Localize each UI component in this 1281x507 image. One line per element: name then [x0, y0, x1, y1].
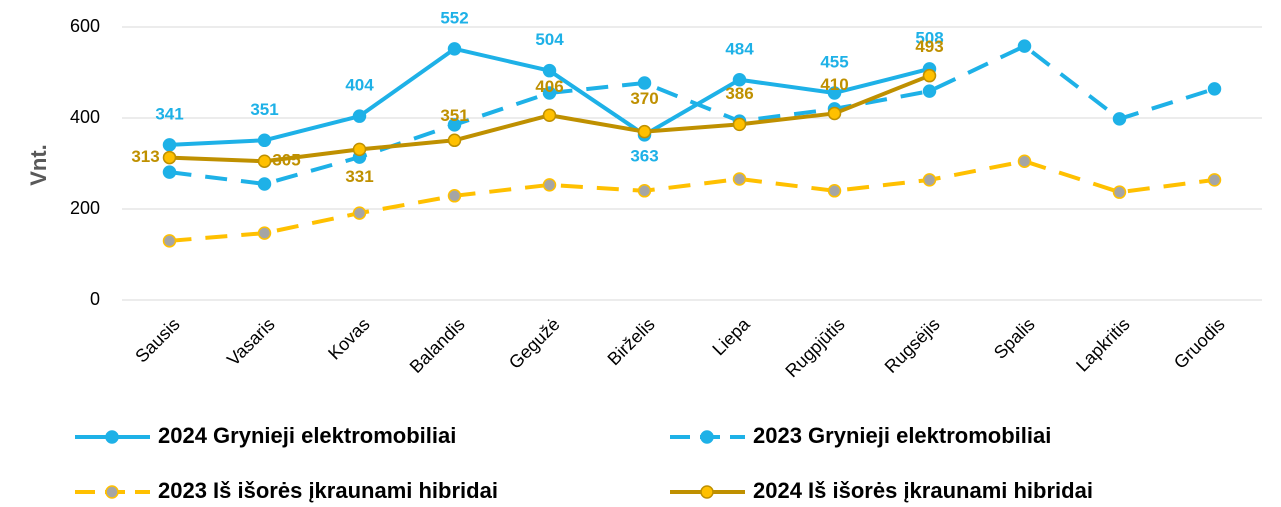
marker: [257, 154, 272, 168]
x-tick-label: Sausis: [131, 314, 183, 366]
x-tick-label: Balandis: [406, 314, 469, 377]
legend-marker: [700, 485, 714, 499]
data-label: 406: [535, 77, 563, 96]
marker: [1017, 154, 1032, 168]
marker: [542, 108, 557, 123]
y-tick-label: 400: [70, 107, 100, 127]
series-line: [169, 44, 1216, 186]
marker: [922, 173, 937, 187]
data-label: 552: [440, 8, 468, 27]
series-line: [169, 159, 1215, 243]
marker: [827, 86, 842, 100]
data-label: 508: [915, 28, 943, 47]
x-tick-label: Rugsėjis: [881, 314, 944, 377]
y-axis-label: Vnt.: [26, 144, 51, 186]
legend-label: 2024 Grynieji elektromobiliai: [158, 423, 456, 448]
data-label: 331: [345, 167, 373, 186]
data-label: 305: [272, 151, 300, 170]
y-tick-label: 200: [70, 198, 100, 218]
marker: [732, 73, 747, 87]
marker: [447, 189, 462, 203]
data-label: 351: [440, 106, 468, 125]
data-label: 386: [725, 84, 753, 103]
x-tick-label: Vasaris: [223, 314, 279, 370]
data-label: 493: [915, 37, 943, 56]
marker: [1112, 112, 1127, 126]
data-label: 410: [820, 75, 848, 94]
x-tick-label: Kovas: [324, 314, 374, 364]
marker: [1207, 82, 1222, 96]
x-tick-label: Spalis: [990, 314, 1039, 363]
marker: [542, 63, 557, 78]
legend-label: 2024 Iš išorės įkraunami hibridai: [753, 478, 1093, 503]
marker: [637, 184, 652, 198]
x-tick-label: Gegužė: [505, 314, 564, 373]
legend-label: 2023 Grynieji elektromobiliai: [753, 423, 1051, 448]
data-label: 504: [535, 30, 564, 49]
data-label: 370: [630, 89, 658, 108]
y-tick-label: 0: [90, 289, 100, 309]
marker: [732, 117, 747, 132]
legend-marker: [700, 430, 714, 444]
marker: [1207, 173, 1222, 187]
marker: [352, 206, 367, 220]
data-label: 404: [345, 76, 374, 95]
marker: [922, 84, 937, 98]
x-tick-label: Lapkritis: [1072, 314, 1134, 376]
marker: [352, 142, 367, 157]
marker: [352, 109, 367, 123]
marker: [447, 118, 462, 132]
marker: [542, 86, 557, 100]
marker: [162, 138, 177, 152]
data-label: 363: [630, 146, 658, 165]
marker: [257, 226, 272, 240]
marker: [732, 172, 747, 186]
x-tick-label: Rugpjūtis: [781, 314, 848, 381]
x-tick-label: Liepa: [708, 313, 754, 359]
x-tick-label: Gruodis: [1170, 314, 1229, 373]
legend-marker: [105, 485, 119, 499]
marker: [1112, 185, 1127, 199]
data-label: 484: [725, 39, 754, 58]
legend-marker: [105, 430, 119, 444]
marker: [162, 234, 177, 248]
marker: [257, 133, 272, 148]
y-tick-label: 600: [70, 16, 100, 36]
x-tick-label: Birželis: [604, 314, 659, 369]
marker: [827, 184, 842, 198]
marker: [162, 165, 177, 179]
marker: [827, 106, 842, 121]
marker: [542, 178, 557, 192]
marker: [257, 177, 272, 191]
data-label: 351: [250, 100, 278, 119]
marker: [162, 150, 177, 165]
marker: [637, 76, 652, 90]
marker: [637, 124, 652, 139]
data-label: 313: [131, 147, 159, 166]
marker: [1017, 39, 1032, 53]
data-label: 455: [820, 52, 848, 71]
marker: [447, 42, 462, 56]
legend-label: 2023 Iš išorės įkraunami hibridai: [158, 478, 498, 503]
marker: [447, 133, 462, 148]
data-label: 341: [155, 104, 183, 123]
marker: [922, 68, 937, 83]
